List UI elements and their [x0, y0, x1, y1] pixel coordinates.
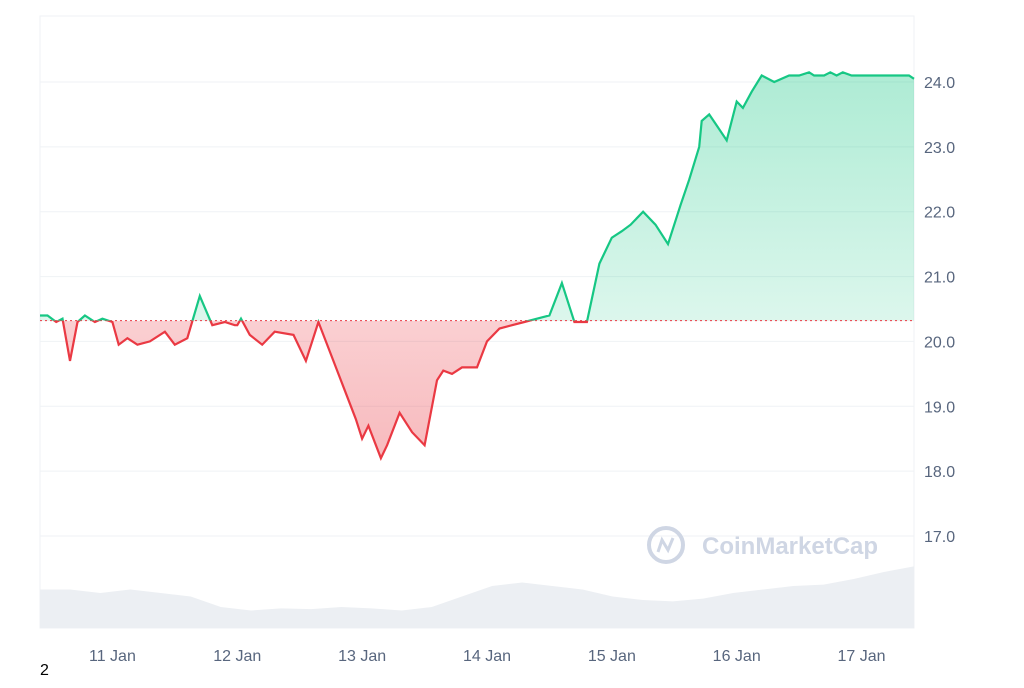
y-tick-label: 19.0	[924, 399, 955, 416]
x-tick-label: 13 Jan	[338, 648, 386, 665]
y-tick-label: 17.0	[924, 529, 955, 546]
y-tick-label: 24.0	[924, 75, 955, 92]
y-tick-label: 21.0	[924, 270, 955, 287]
y-tick-label: 22.0	[924, 205, 955, 222]
y-tick-label: 18.0	[924, 464, 955, 481]
price-area-below-baseline	[40, 320, 914, 459]
x-tick-label: 12 Jan	[213, 648, 261, 665]
x-tick-label: 14 Jan	[463, 648, 511, 665]
page-number: 2	[40, 662, 49, 679]
volume-area	[40, 566, 914, 628]
x-tick-label: 16 Jan	[713, 648, 761, 665]
x-tick-label: 17 Jan	[838, 648, 886, 665]
watermark-text: CoinMarketCap	[702, 533, 878, 560]
watermark-logo-icon	[647, 526, 685, 564]
watermark-logo-mark	[656, 536, 675, 554]
y-tick-label: 23.0	[924, 140, 955, 157]
watermark: CoinMarketCap	[647, 526, 878, 564]
x-axis-ticks: 11 Jan 12 Jan 13 Jan 14 Jan 15 Jan 16 Jan 17 J…	[89, 648, 886, 665]
price-area-above-baseline	[40, 72, 914, 321]
x-tick-label: 15 Jan	[588, 648, 636, 665]
price-line-up[interactable]	[40, 71, 915, 458]
x-tick-label: 11 Jan	[89, 648, 136, 665]
y-tick-label: 20.0	[924, 334, 955, 351]
price-line-down[interactable]	[40, 72, 914, 461]
y-axis-ticks: 24.0 23.0 22.0 21.0 20.0 19.0 18.0 17.0	[924, 75, 955, 546]
